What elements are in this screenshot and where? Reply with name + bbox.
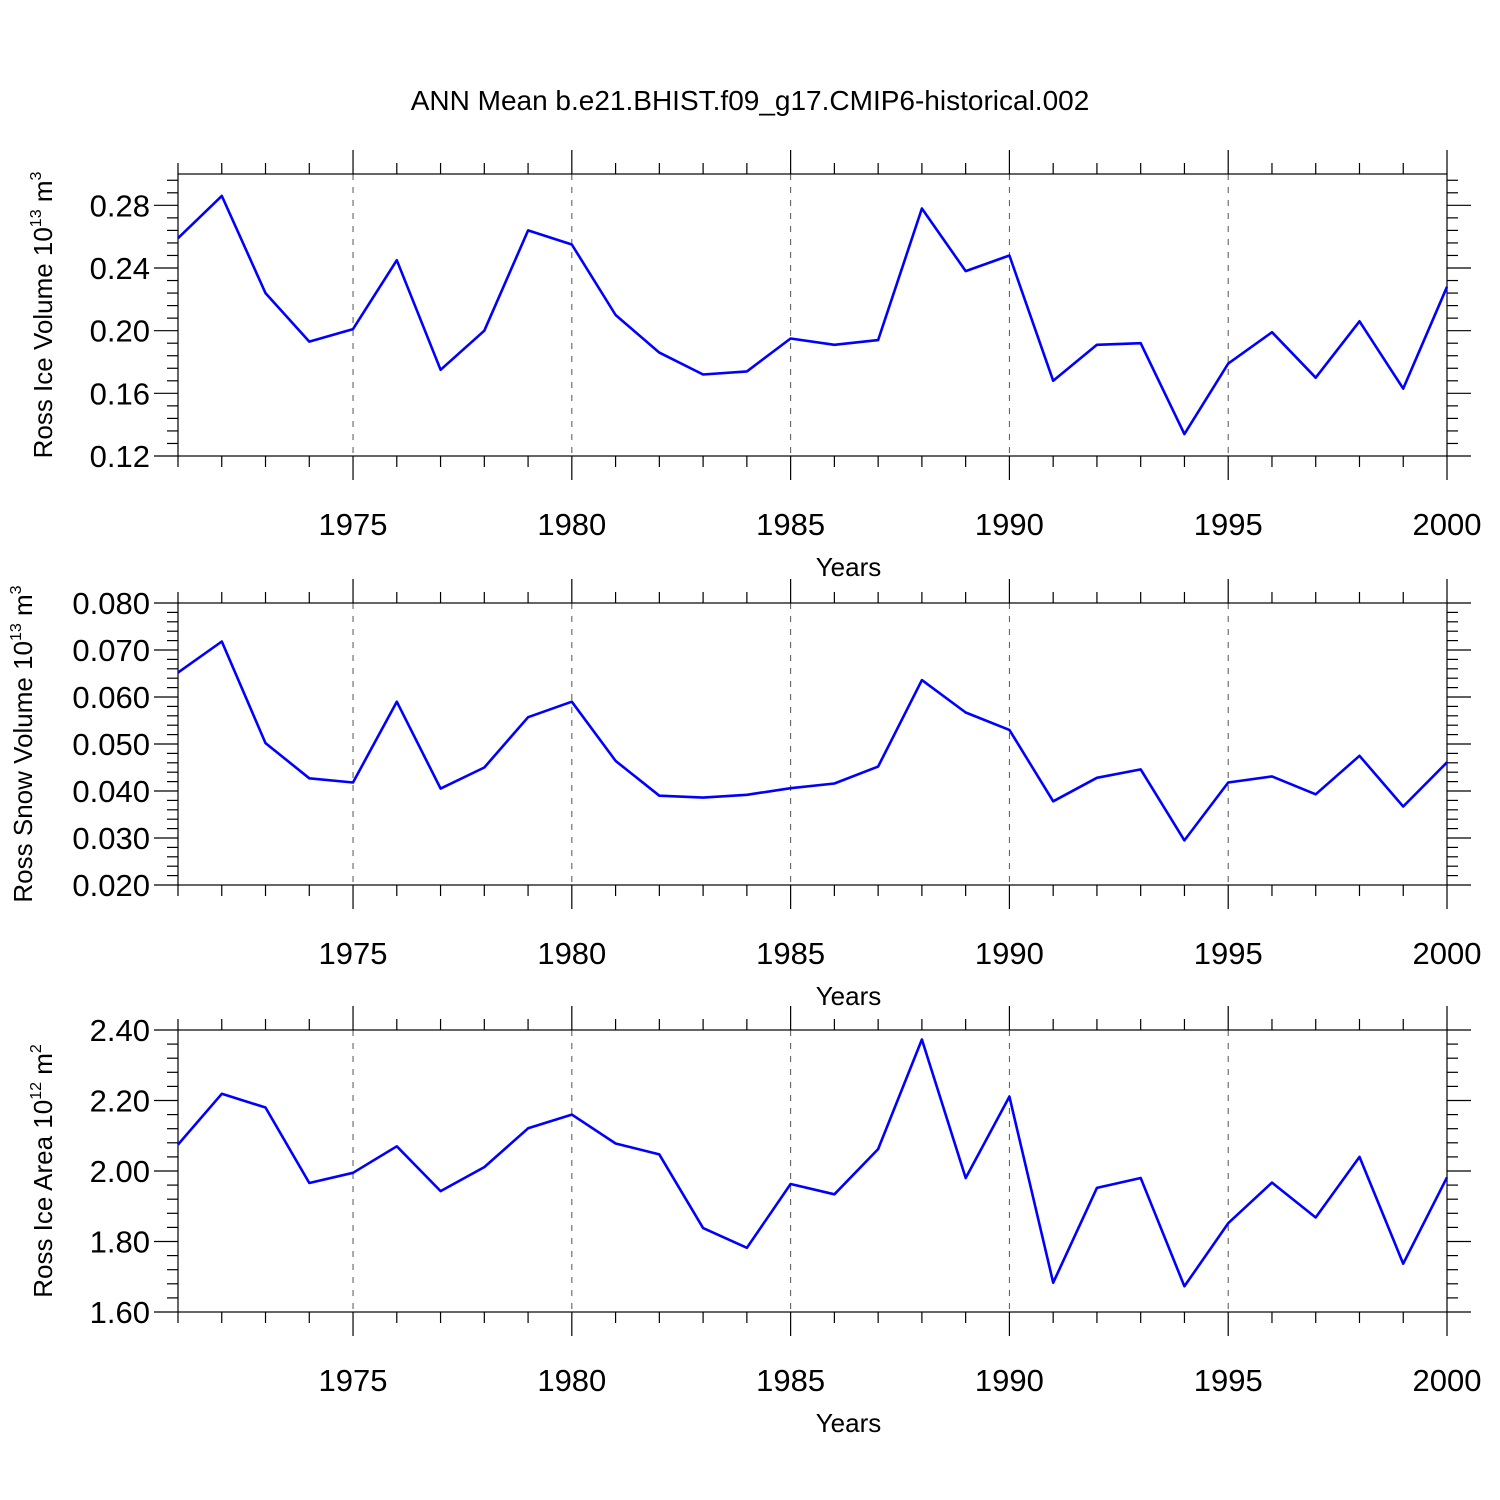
series-line [177,1038,1449,1288]
y-tick-label: 0.16 [90,376,150,411]
y-axis-label-exponent: 12 [28,1082,45,1100]
x-tick-label: 1975 [319,1363,388,1398]
figure-title: ANN Mean b.e21.BHIST.f09_g17.CMIP6-histo… [411,85,1090,116]
y-tick-label: 0.020 [72,868,150,903]
y-axis-label-exponent: 13 [28,209,45,227]
panel-1: 0.12 0.16 0.20 0.24 0.28 1975 1980 1985 1990 1995… [28,150,1481,582]
y-axis-label: Ross Snow Volume 1013 m3 [8,585,38,902]
x-tick-label: 1980 [537,936,606,971]
y-axis-label-exponent: 13 [8,623,25,641]
y-tick-label: 2.00 [90,1154,150,1189]
y-tick-label: 0.040 [72,774,150,809]
y-tick-label: 0.12 [90,439,150,474]
x-tick-label: 1985 [756,507,825,542]
x-tick-label: 1975 [319,936,388,971]
series-line [177,640,1448,842]
x-axis-label: Years [816,981,882,1011]
y-tick-label: 0.20 [90,314,150,349]
y-tick-label: 1.80 [90,1225,150,1260]
y-axis-label-unit-exponent: 2 [28,1044,45,1053]
y-axis-label-text: Ross Ice Area 10 [28,1100,58,1298]
plot-frame [177,1029,1448,1313]
panel-3: 1.60 1.80 2.00 2.20 2.40 1975 1980 1985 1990 1995… [28,1006,1481,1438]
y-axis-label-unit-exponent: 3 [28,171,45,180]
y-axis-label: Ross Ice Area 1012 m2 [28,1044,58,1298]
x-tick-label: 1995 [1194,936,1263,971]
y-tick-label: 0.060 [72,680,150,715]
y-axis-label-text: Ross Snow Volume 10 [8,641,38,903]
y-tick-label: 0.030 [72,821,150,856]
plot-frame [177,173,1448,457]
x-tick-label: 1990 [975,936,1044,971]
x-tick-label: 1995 [1194,507,1263,542]
y-tick-label: 0.28 [90,188,150,223]
x-tick-label: 2000 [1413,507,1482,542]
y-axis-label: Ross Ice Volume 1013 m3 [28,171,58,458]
y-axis-label-unit: m [8,594,38,623]
plot-frame [177,602,1448,886]
x-tick-label: 1995 [1194,1363,1263,1398]
x-tick-label: 1985 [756,936,825,971]
x-tick-label: 1975 [319,507,388,542]
series-line [177,194,1449,436]
x-tick-label: 1990 [975,1363,1044,1398]
x-axis-label: Years [816,552,882,582]
y-axis-label-unit: m [28,1053,58,1082]
panel-2: 0.020 0.030 0.040 0.050 0.060 0.070 0.080 1975 1… [8,579,1481,1011]
y-tick-label: 0.070 [72,633,150,668]
y-axis-label-unit: m [28,180,58,209]
y-tick-label: 1.60 [90,1295,150,1330]
y-axis-label-unit-exponent: 3 [8,585,25,594]
x-axis-label: Years [816,1408,882,1438]
x-tick-label: 1985 [756,1363,825,1398]
x-tick-label: 1980 [537,1363,606,1398]
x-tick-label: 1980 [537,507,606,542]
x-tick-label: 2000 [1413,936,1482,971]
y-tick-label: 0.080 [72,586,150,621]
y-tick-label: 2.20 [90,1084,150,1119]
y-axis-label-text: Ross Ice Volume 10 [28,227,58,458]
y-tick-label: 0.24 [90,251,150,286]
y-tick-label: 0.050 [72,727,150,762]
x-tick-label: 2000 [1413,1363,1482,1398]
x-tick-label: 1990 [975,507,1044,542]
y-tick-label: 2.40 [90,1013,150,1048]
